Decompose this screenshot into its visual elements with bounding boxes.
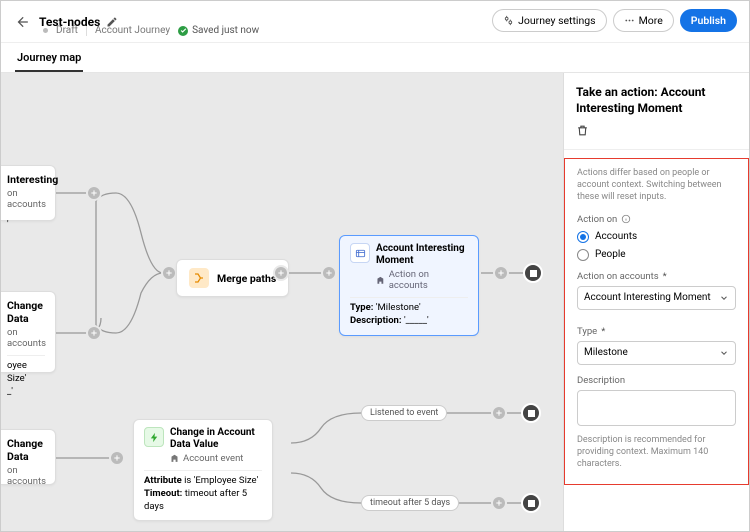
radio-people[interactable]: People xyxy=(577,249,736,261)
merge-icon xyxy=(189,268,209,288)
plus-node-after-selected[interactable] xyxy=(493,265,509,281)
info-icon[interactable] xyxy=(621,214,631,224)
pill-timeout[interactable]: timeout after 5 days xyxy=(361,495,459,511)
description-input[interactable] xyxy=(577,390,736,426)
description-help: Description is recommended for providing… xyxy=(577,434,736,470)
action-icon xyxy=(350,243,370,263)
action-on-accounts-select[interactable]: Account Interesting Moment xyxy=(577,286,736,310)
type-label: Type xyxy=(577,326,736,337)
right-panel: Take an action: Account Interesting Mome… xyxy=(563,73,749,531)
end-node-2[interactable] xyxy=(521,403,541,423)
end-node-3[interactable] xyxy=(521,493,541,513)
plus-node-merge-in[interactable] xyxy=(161,265,177,281)
publish-button[interactable]: Publish xyxy=(680,9,737,32)
chevron-down-icon xyxy=(719,348,729,358)
node-change-data-1[interactable]: Change Data on accounts oyee Size' _' xyxy=(1,291,56,373)
lightning-icon xyxy=(144,427,164,447)
plus-node-branch-bot[interactable] xyxy=(491,495,507,511)
saved-label: Saved just now xyxy=(192,25,259,36)
plus-node-merge-out[interactable] xyxy=(273,265,289,281)
radio-accounts[interactable]: Accounts xyxy=(577,231,736,243)
saved-check-icon xyxy=(178,26,188,36)
plus-node-branch-top[interactable] xyxy=(491,405,507,421)
tab-journey-map[interactable]: Journey map xyxy=(15,51,83,72)
panel-title: Take an action: Account Interesting Mome… xyxy=(576,85,737,116)
journey-settings-button[interactable]: Journey settings xyxy=(492,9,607,32)
back-button[interactable] xyxy=(13,13,31,31)
end-node-1[interactable] xyxy=(523,263,543,283)
tab-bar: Journey map xyxy=(1,43,749,73)
plus-node-before-selected[interactable] xyxy=(321,265,337,281)
action-on-accounts-label: Action on accounts xyxy=(577,271,736,282)
accounts-icon xyxy=(170,454,179,463)
action-on-label: Action on xyxy=(577,214,736,225)
chevron-down-icon xyxy=(719,293,729,303)
node-interesting[interactable]: Interesting on accounts ' xyxy=(1,165,56,221)
status-dot xyxy=(43,28,48,33)
node-account-interesting-moment[interactable]: Account Interesting Moment Action on acc… xyxy=(339,235,479,336)
panel-help: Actions differ based on people or accoun… xyxy=(577,167,736,203)
description-label: Description xyxy=(577,375,736,386)
more-button[interactable]: More xyxy=(613,9,674,32)
node-merge-paths[interactable]: Merge paths xyxy=(176,259,289,297)
plus-node-1[interactable] xyxy=(86,185,102,201)
journey-type: Account Journey xyxy=(95,25,170,36)
plus-node-2[interactable] xyxy=(86,325,102,341)
node-change-account-data[interactable]: Change in Account Data Value Account eve… xyxy=(133,419,273,521)
plus-node-bottom[interactable] xyxy=(109,450,125,466)
type-select[interactable]: Milestone xyxy=(577,341,736,365)
pill-listened[interactable]: Listened to event xyxy=(361,405,447,421)
status-label: Draft xyxy=(56,25,78,36)
header-sub: Draft Account Journey Saved just now xyxy=(43,25,259,36)
delete-icon[interactable] xyxy=(576,122,737,141)
canvas[interactable]: Interesting on accounts ' Change Data on… xyxy=(1,73,749,531)
panel-form-highlight: Actions differ based on people or accoun… xyxy=(564,158,749,485)
node-change-data-2[interactable]: Change Data on accounts xyxy=(1,429,56,485)
accounts-icon xyxy=(376,276,385,285)
